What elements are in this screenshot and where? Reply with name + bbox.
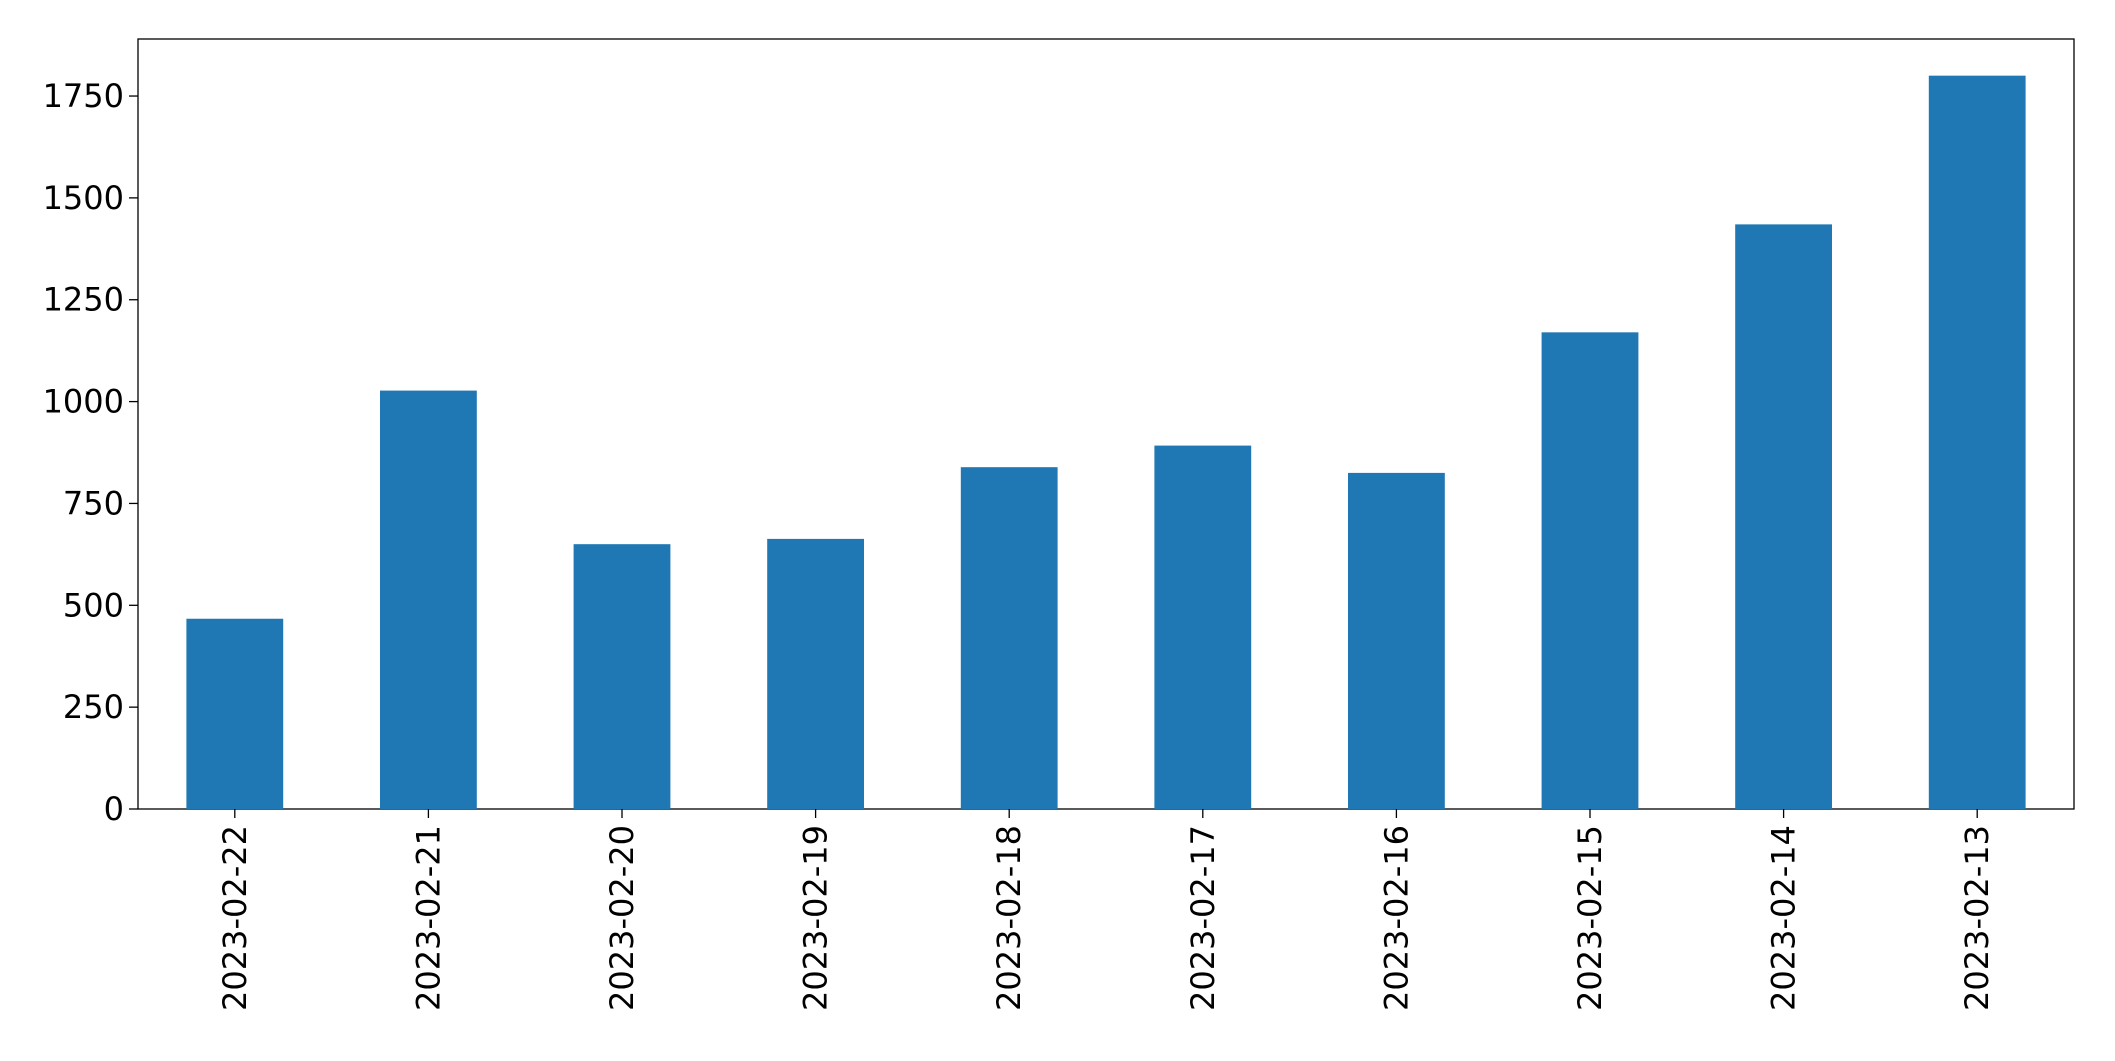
bar xyxy=(186,618,284,809)
plot-frame xyxy=(137,38,2075,810)
bar xyxy=(1928,75,2026,809)
y-tick-label: 0 xyxy=(104,790,124,828)
y-tick-label: 750 xyxy=(63,484,124,522)
x-tick-label: 2023-02-20 xyxy=(603,825,641,1011)
bar xyxy=(767,538,864,809)
bar xyxy=(1735,224,1832,810)
bar xyxy=(1541,332,1639,809)
bar xyxy=(960,467,1058,809)
x-tick-label: 2023-02-13 xyxy=(1958,825,1996,1011)
x-tick-label: 2023-02-17 xyxy=(1184,825,1222,1011)
y-tick-label: 1500 xyxy=(43,179,124,217)
bar xyxy=(1154,445,1252,809)
x-tick-label: 2023-02-22 xyxy=(216,825,254,1011)
bar xyxy=(573,544,671,809)
y-tick-label: 1000 xyxy=(43,383,124,421)
x-tick-label: 2023-02-18 xyxy=(990,825,1028,1011)
x-tick-label: 2023-02-21 xyxy=(409,825,447,1011)
x-tick-label: 2023-02-15 xyxy=(1571,825,1609,1011)
y-tick-label: 1250 xyxy=(43,281,124,319)
x-tick-label: 2023-02-16 xyxy=(1377,825,1415,1011)
y-tick-label: 1750 xyxy=(43,77,124,115)
bar xyxy=(380,390,477,809)
y-tick-label: 250 xyxy=(63,688,124,726)
y-tick-label: 500 xyxy=(63,586,124,624)
bar xyxy=(1348,472,1445,809)
x-tick-label: 2023-02-19 xyxy=(797,825,835,1011)
x-tick-label: 2023-02-14 xyxy=(1765,825,1803,1011)
